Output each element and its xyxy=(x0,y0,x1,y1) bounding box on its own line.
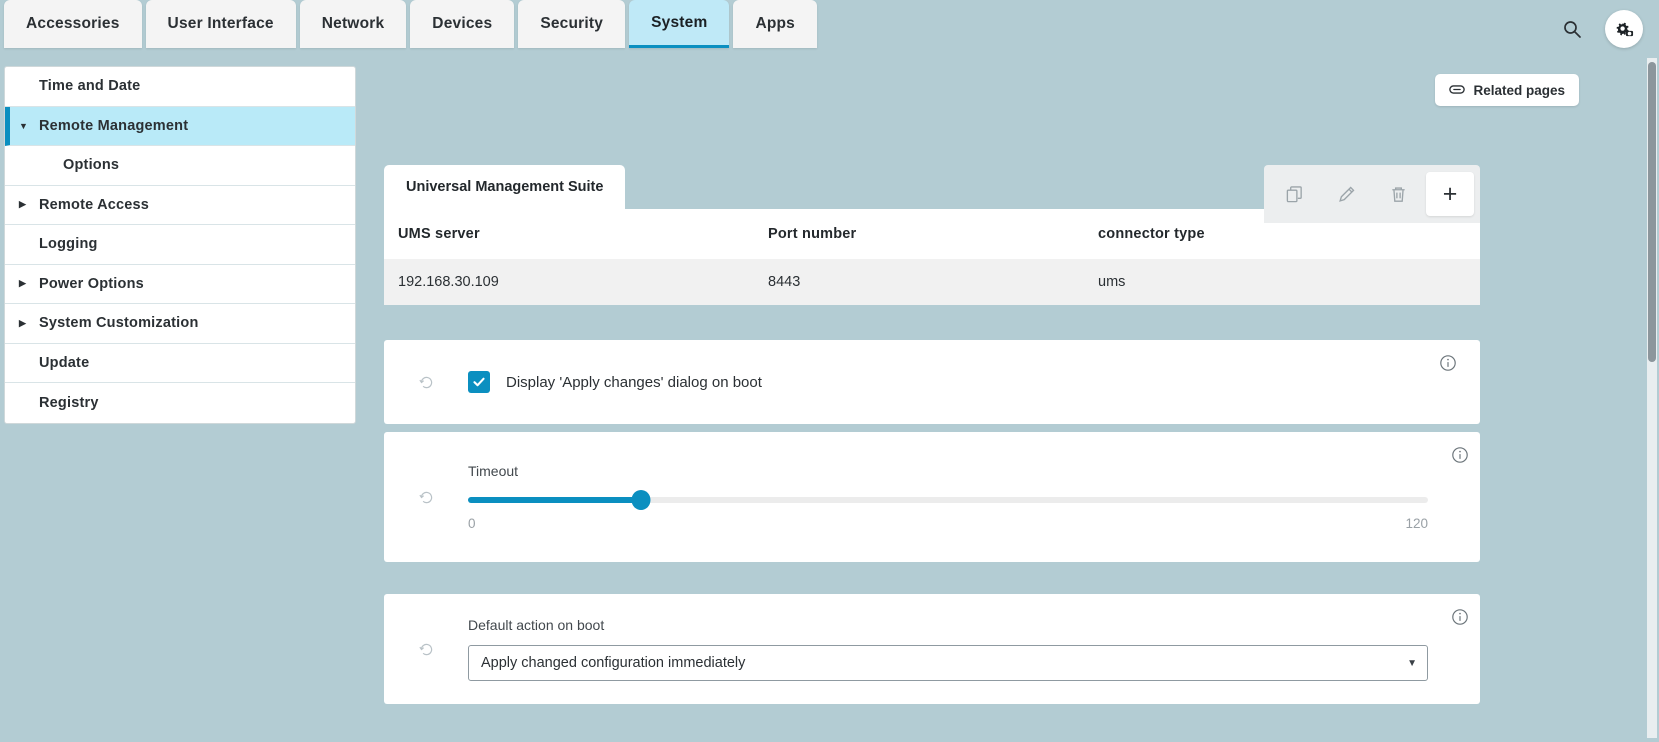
sidebar-item-remote-management[interactable]: ▼ Remote Management xyxy=(5,106,355,146)
tab-accessories[interactable]: Accessories xyxy=(4,0,142,48)
setting-body: Timeout 0 120 xyxy=(468,432,1428,562)
sidebar-item-label: Time and Date xyxy=(39,78,141,95)
sidebar-item-time-and-date[interactable]: Time and Date xyxy=(5,67,355,107)
setting-timeout: Timeout 0 120 xyxy=(384,432,1480,562)
related-pages-button[interactable]: Related pages xyxy=(1435,74,1579,106)
slider-thumb[interactable] xyxy=(631,490,651,510)
tab-label: Accessories xyxy=(26,15,120,32)
cell-ums-server: 192.168.30.109 xyxy=(384,259,754,305)
ums-servers-table: UMS server Port number connector type 19… xyxy=(384,209,1480,305)
chevron-right-icon: ▶ xyxy=(19,317,27,328)
sidebar-item-label: Update xyxy=(39,354,90,371)
column-header-port-number: Port number xyxy=(754,209,1084,259)
link-icon xyxy=(1449,83,1466,98)
sidebar-item-label: Options xyxy=(63,157,120,174)
default-action-label: Default action on boot xyxy=(468,617,605,633)
reset-icon[interactable] xyxy=(384,340,468,424)
edit-icon[interactable] xyxy=(1322,172,1370,216)
tab-label: Network xyxy=(321,15,385,32)
info-icon[interactable] xyxy=(1428,432,1492,562)
chevron-down-icon: ▼ xyxy=(19,120,29,131)
sidebar-item-label: Remote Management xyxy=(39,117,189,134)
sidebar-item-options[interactable]: Options xyxy=(5,146,355,186)
tab-apps[interactable]: Apps xyxy=(733,0,817,48)
top-tab-bar: Accessories User Interface Network Devic… xyxy=(0,0,1659,52)
add-button[interactable]: + xyxy=(1426,172,1474,216)
sidebar-item-power-options[interactable]: ▶ Power Options xyxy=(5,265,355,304)
info-icon[interactable] xyxy=(1416,340,1480,424)
cell-connector-type: ums xyxy=(1084,259,1480,305)
table-row[interactable]: 192.168.30.109 8443 ums xyxy=(384,259,1480,305)
delete-icon[interactable] xyxy=(1374,172,1422,216)
default-action-value: Apply changed configuration immediately xyxy=(481,655,746,671)
table-toolbar: + xyxy=(1264,165,1480,223)
reset-icon[interactable] xyxy=(384,432,468,562)
sidebar-item-label: Registry xyxy=(39,394,99,411)
copy-icon[interactable] xyxy=(1270,172,1318,216)
sidebar-navigation: Time and Date ▼ Remote Management Option… xyxy=(4,66,356,424)
chevron-down-icon: ▼ xyxy=(1407,657,1417,669)
sidebar-item-registry[interactable]: Registry xyxy=(5,383,355,423)
sidebar-item-remote-access[interactable]: ▶ Remote Access xyxy=(5,186,355,225)
setting-default-action-on-boot: Default action on boot Apply changed con… xyxy=(384,594,1480,704)
tab-label: Devices xyxy=(432,15,493,32)
ums-table-card: Universal Management Suite xyxy=(384,165,1480,305)
chevron-right-icon: ▶ xyxy=(19,199,27,210)
checkbox-label: Display 'Apply changes' dialog on boot xyxy=(506,373,762,391)
setting-body: Display 'Apply changes' dialog on boot xyxy=(468,340,1416,424)
tab-label: System xyxy=(651,13,708,31)
column-header-ums-server: UMS server xyxy=(384,209,754,259)
timeout-label: Timeout xyxy=(468,463,519,479)
tab-security[interactable]: Security xyxy=(518,0,626,48)
info-icon[interactable] xyxy=(1428,594,1492,704)
setting-body: Default action on boot Apply changed con… xyxy=(468,594,1428,704)
checkbox-row: Display 'Apply changes' dialog on boot xyxy=(468,371,1416,393)
cell-port-number: 8443 xyxy=(754,259,1084,305)
tab-label: User Interface xyxy=(167,15,274,32)
sidebar-item-label: System Customization xyxy=(39,315,199,332)
search-icon[interactable] xyxy=(1557,14,1587,44)
slider-min-label: 0 xyxy=(468,516,476,531)
slider-scale: 0 120 xyxy=(468,516,1428,531)
card-tab-label: Universal Management Suite xyxy=(406,179,604,195)
table-header-row: UMS server Port number connector type xyxy=(384,209,1480,259)
sidebar-item-logging[interactable]: Logging xyxy=(5,225,355,265)
card-tab-universal-management-suite[interactable]: Universal Management Suite xyxy=(384,165,626,209)
vertical-scrollbar[interactable] xyxy=(1647,58,1657,738)
slider-fill xyxy=(468,497,641,503)
sidebar-item-label: Logging xyxy=(39,236,98,253)
slider-max-label: 120 xyxy=(1405,516,1428,531)
reset-icon[interactable] xyxy=(384,594,468,704)
content-area: Related pages Universal Management Suite xyxy=(364,60,1647,742)
header-actions xyxy=(1557,10,1643,48)
timeout-slider[interactable] xyxy=(468,490,1428,510)
default-action-select[interactable]: Apply changed configuration immediately … xyxy=(468,645,1428,681)
tab-system[interactable]: System xyxy=(629,0,730,48)
sidebar-item-update[interactable]: Update xyxy=(5,344,355,383)
sidebar-item-system-customization[interactable]: ▶ System Customization xyxy=(5,304,355,344)
sidebar-item-label: Power Options xyxy=(39,275,144,292)
checkbox-display-apply-changes[interactable] xyxy=(468,371,490,393)
tab-label: Security xyxy=(540,15,604,32)
tab-network[interactable]: Network xyxy=(299,0,407,48)
chevron-right-icon: ▶ xyxy=(19,278,27,289)
tab-user-interface[interactable]: User Interface xyxy=(145,0,296,48)
sidebar-item-label: Remote Access xyxy=(39,196,150,213)
card-tabstrip: Universal Management Suite xyxy=(384,165,1480,223)
device-settings-icon[interactable] xyxy=(1605,10,1643,48)
tab-devices[interactable]: Devices xyxy=(410,0,515,48)
related-pages-label: Related pages xyxy=(1473,82,1565,98)
setting-display-apply-changes-dialog: Display 'Apply changes' dialog on boot xyxy=(384,340,1480,424)
tab-label: Apps xyxy=(755,15,795,32)
scrollbar-thumb[interactable] xyxy=(1648,62,1656,362)
